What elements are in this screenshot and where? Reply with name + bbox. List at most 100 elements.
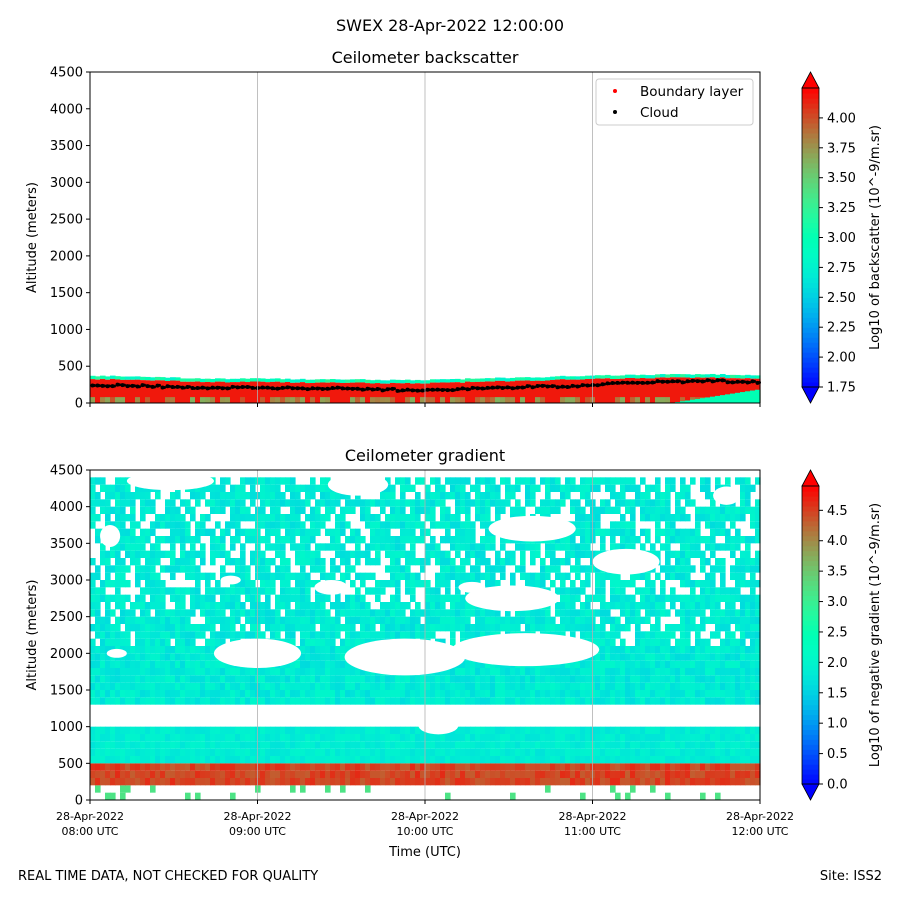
gradient-cell bbox=[315, 690, 321, 698]
gradient-cell bbox=[245, 514, 251, 522]
gradient-cell bbox=[305, 580, 311, 588]
gradient-cell bbox=[675, 624, 681, 632]
backscatter-cell bbox=[290, 379, 296, 383]
gradient-cell bbox=[640, 697, 646, 705]
gradient-cell bbox=[685, 594, 691, 602]
gradient-cell bbox=[415, 741, 421, 749]
gradient-cell bbox=[670, 550, 676, 558]
gradient-cell bbox=[125, 763, 131, 771]
gradient-cell bbox=[575, 675, 581, 683]
gradient-cell bbox=[465, 521, 471, 529]
gradient-cell bbox=[380, 690, 386, 698]
gradient-cell bbox=[195, 602, 201, 610]
gradient-cell bbox=[185, 499, 191, 507]
gradient-cell bbox=[230, 492, 236, 500]
gradient-cell bbox=[210, 499, 216, 507]
gradient-cell bbox=[120, 602, 126, 610]
gradient-cell bbox=[630, 616, 636, 624]
gradient-cell bbox=[165, 565, 171, 573]
gradient-cell bbox=[665, 536, 671, 544]
gradient-cell bbox=[280, 514, 286, 522]
gradient-cell bbox=[605, 646, 611, 654]
backscatter-cell bbox=[720, 395, 726, 403]
cloud-point bbox=[123, 383, 126, 387]
gradient-cell bbox=[595, 484, 601, 492]
gradient-cell bbox=[235, 675, 241, 683]
gradient-cell bbox=[235, 514, 241, 522]
gradient-cell bbox=[110, 675, 116, 683]
gradient-cell bbox=[420, 756, 426, 764]
gradient-cell bbox=[225, 587, 231, 595]
gradient-cell bbox=[415, 477, 421, 485]
gradient-cell bbox=[630, 594, 636, 602]
gradient-cell bbox=[225, 499, 231, 507]
gradient-cell bbox=[325, 741, 331, 749]
gradient-cell bbox=[410, 697, 416, 705]
gradient-cell bbox=[275, 594, 281, 602]
gradient-cell bbox=[235, 558, 241, 566]
gradient-cell bbox=[460, 748, 466, 756]
gradient-cell bbox=[205, 616, 211, 624]
gradient-cell bbox=[155, 660, 161, 668]
backscatter-cell bbox=[325, 382, 331, 403]
gradient-cell bbox=[345, 572, 351, 580]
gradient-cell bbox=[235, 484, 241, 492]
gradient-cell bbox=[125, 741, 131, 749]
gradient-cell bbox=[530, 675, 536, 683]
gradient-cell bbox=[340, 602, 346, 610]
gradient-cell bbox=[275, 734, 281, 742]
gradient-cell bbox=[630, 646, 636, 654]
gradient-cell bbox=[240, 506, 246, 514]
gradient-cell bbox=[485, 690, 491, 698]
gradient-cell bbox=[705, 536, 711, 544]
gradient-cell bbox=[650, 763, 656, 771]
gradient-cell bbox=[705, 580, 711, 588]
gradient-cell bbox=[155, 594, 161, 602]
gradient-cell bbox=[440, 770, 446, 778]
gradient-cell bbox=[105, 778, 111, 786]
gradient-cell bbox=[225, 682, 231, 690]
gradient-cell bbox=[655, 594, 661, 602]
backscatter-cell bbox=[755, 375, 761, 379]
gradient-cell bbox=[580, 756, 586, 764]
gradient-cell bbox=[205, 646, 211, 654]
gradient-cell bbox=[465, 550, 471, 558]
gradient-cell bbox=[130, 536, 136, 544]
backscatter-cell bbox=[460, 382, 466, 403]
backscatter-cell bbox=[460, 379, 466, 383]
colorbar-segment bbox=[802, 162, 819, 169]
gradient-cell bbox=[530, 550, 536, 558]
gradient-cell bbox=[505, 492, 511, 500]
gradient-cell bbox=[280, 741, 286, 749]
gradient-cell bbox=[660, 638, 666, 646]
gradient-cell bbox=[115, 550, 121, 558]
gradient-cell bbox=[625, 726, 631, 734]
cloud-point bbox=[618, 381, 621, 385]
gradient-cell bbox=[490, 499, 496, 507]
gradient-cell bbox=[180, 528, 186, 536]
backscatter-cell bbox=[560, 397, 566, 403]
gradient-cell bbox=[220, 682, 226, 690]
cloud-point bbox=[183, 386, 186, 390]
gradient-cell bbox=[555, 756, 561, 764]
gradient-cell bbox=[315, 528, 321, 536]
gradient-cell bbox=[300, 653, 306, 661]
gradient-cell bbox=[715, 668, 721, 676]
backscatter-cell bbox=[625, 377, 631, 403]
gradient-cell bbox=[640, 492, 646, 500]
gradient-cell bbox=[630, 653, 636, 661]
gradient-cell bbox=[295, 484, 301, 492]
gradient-cell bbox=[705, 682, 711, 690]
gradient-cell bbox=[380, 763, 386, 771]
gradient-cell bbox=[230, 792, 236, 800]
gradient-cell bbox=[150, 726, 156, 734]
gradient-cell bbox=[695, 646, 701, 654]
gradient-cell bbox=[130, 690, 136, 698]
gradient-cell bbox=[500, 668, 506, 676]
gradient-cell bbox=[180, 660, 186, 668]
gradient-cell bbox=[155, 558, 161, 566]
backscatter-cell bbox=[310, 397, 316, 403]
gradient-cell bbox=[525, 682, 531, 690]
gradient-cell bbox=[95, 572, 101, 580]
gradient-cell bbox=[150, 785, 156, 793]
